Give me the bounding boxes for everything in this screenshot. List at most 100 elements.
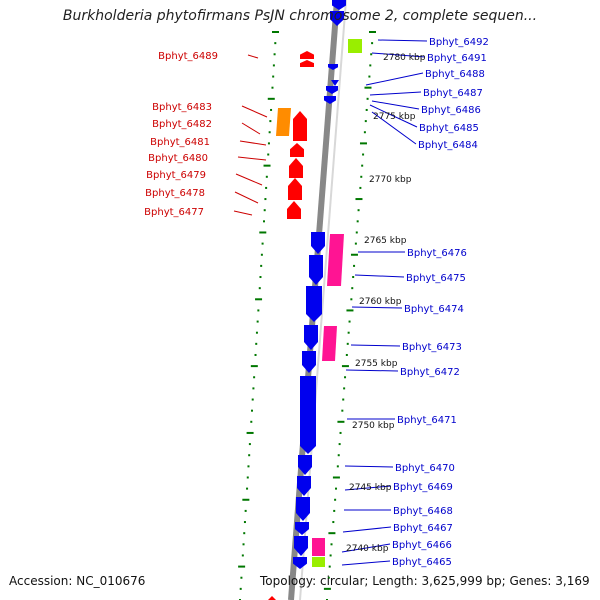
left-scale-dot (274, 42, 277, 45)
gene-label-reverse: Bphyt_6466 (392, 540, 452, 551)
right-scale-dot (355, 231, 358, 234)
leader-line (342, 526, 392, 533)
gene-label-reverse: Bphyt_6491 (427, 53, 487, 64)
right-scale-dot (344, 376, 347, 379)
leader-line (235, 173, 263, 186)
kbp-tick-label: 2740 kbp (346, 544, 389, 554)
reverse-gene-arrow (331, 80, 339, 86)
left-scale-dot (259, 276, 262, 279)
left-scale-dash (238, 565, 246, 568)
left-scale-dot (261, 242, 264, 245)
left-scale-dot (248, 443, 251, 446)
forward-gene-arrow (300, 51, 314, 59)
left-scale-dot (270, 108, 273, 111)
right-scale-dash (350, 253, 358, 256)
right-scale-dash (341, 365, 349, 368)
right-scale-dash (332, 476, 340, 479)
right-scale-dot (357, 209, 360, 212)
gene-label-reverse: Bphyt_6485 (419, 123, 479, 134)
left-scale-dot (246, 476, 249, 479)
left-scale-dot (256, 320, 259, 323)
right-scale-dot (327, 576, 330, 579)
right-scale-dash (364, 86, 372, 89)
left-scale-dot (244, 509, 247, 512)
gene-label-forward: Bphyt_6480 (148, 153, 208, 164)
right-scale-dot (345, 353, 348, 356)
left-scale-dot (251, 398, 254, 401)
gene-label-reverse: Bphyt_6471 (397, 415, 457, 426)
leader-line (377, 39, 428, 42)
forward-gene-arrow (287, 201, 301, 219)
right-scale-dot (362, 153, 365, 156)
leader-line (237, 156, 267, 161)
right-scale-dot (366, 97, 369, 100)
right-scale-dot (346, 342, 349, 345)
kbp-tick-label: 2775 kbp (373, 112, 416, 122)
left-scale-dot (248, 454, 251, 457)
right-scale-dot (337, 454, 340, 457)
pink-feature-block (312, 538, 325, 556)
right-scale-dot (364, 120, 367, 123)
left-scale-dot (273, 53, 276, 56)
right-scale-dot (341, 409, 344, 412)
right-scale-dot (361, 164, 364, 167)
reverse-gene-arrow (300, 376, 316, 454)
right-scale-dash (323, 587, 331, 590)
right-scale-dot (350, 298, 353, 301)
left-scale-dot (251, 409, 253, 412)
reverse-gene-arrow (296, 497, 310, 521)
left-scale-dot (265, 175, 268, 178)
right-scale-dot (342, 398, 345, 401)
gene-label-reverse: Bphyt_6470 (395, 463, 455, 474)
right-scale-dot (334, 498, 337, 501)
left-scale-dot (272, 75, 275, 78)
left-scale-dash (267, 97, 275, 100)
reverse-gene-arrow (332, 0, 346, 10)
right-scale-dot (353, 264, 356, 267)
genome-stats-text: Topology: circular; Length: 3,625,999 bp… (260, 574, 590, 588)
reverse-gene-arrow (309, 255, 323, 285)
right-scale-dot (352, 276, 355, 279)
right-scale-dot (351, 287, 354, 290)
reverse-gene-arrow (293, 557, 307, 569)
leader-line (371, 52, 426, 58)
leader-line (344, 485, 392, 491)
right-scale-dot (338, 443, 341, 446)
gene-label-reverse: Bphyt_6467 (393, 523, 453, 534)
gene-label-reverse: Bphyt_6469 (393, 482, 453, 493)
gene-label-forward: Bphyt_6481 (150, 137, 210, 148)
leader-line (233, 210, 253, 216)
right-scale-dot (371, 42, 374, 45)
reverse-gene-arrow (330, 11, 344, 26)
right-scale-dash (337, 420, 345, 423)
forward-gene-arrow (300, 60, 314, 67)
left-scale-dot (252, 387, 255, 390)
left-scale-dash (246, 431, 254, 434)
right-scale-dot (335, 487, 338, 490)
feature-track (268, 0, 362, 600)
kbp-tick-label: 2765 kbp (364, 236, 407, 246)
left-scale-dot (247, 465, 250, 468)
gene-label-forward: Bphyt_6489 (158, 51, 218, 62)
right-scale-dot (368, 75, 371, 78)
scale-dots (238, 31, 376, 600)
left-scale-dot (272, 64, 275, 67)
leader-line (345, 369, 399, 372)
leader-line (241, 122, 261, 135)
kbp-tick-label: 2750 kbp (352, 421, 395, 431)
right-scale-dash (355, 198, 363, 201)
left-scale-dash (255, 298, 263, 301)
leader-line (371, 111, 417, 145)
gene-label-reverse: Bphyt_6476 (407, 248, 467, 259)
left-scale-dot (267, 153, 270, 156)
gene-label-reverse: Bphyt_6475 (406, 273, 466, 284)
forward-gene-arrow (290, 143, 304, 157)
left-scale-dash (263, 164, 271, 167)
left-scale-dot (254, 353, 257, 356)
leader-line (341, 543, 391, 553)
left-scale-dot (267, 142, 270, 145)
lime-feature-block (312, 557, 325, 567)
left-scale-dot (265, 186, 268, 189)
left-scale-dot (263, 209, 266, 212)
kbp-tick-label: 2760 kbp (359, 297, 402, 307)
